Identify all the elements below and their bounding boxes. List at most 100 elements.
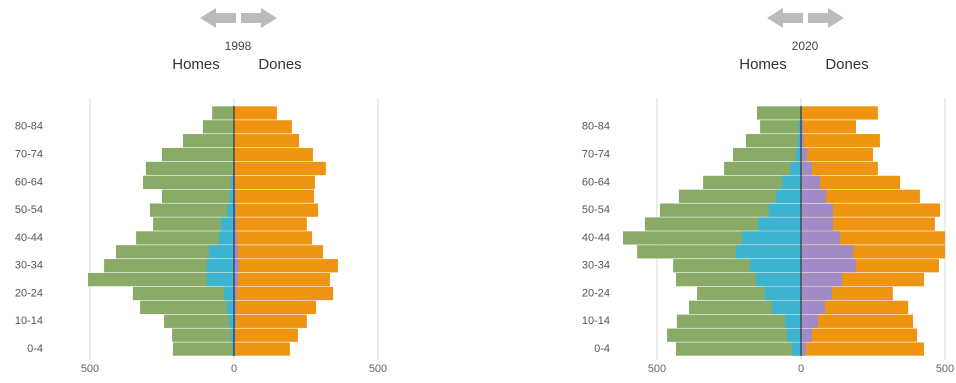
bar [234,315,307,328]
bar [782,176,801,189]
bar [757,106,801,119]
y-tick-label: 20-24 [582,287,610,299]
y-tick-label: 0-4 [27,343,43,355]
bar [801,273,842,286]
bar [133,287,234,300]
bar [724,162,801,175]
bar [234,204,318,217]
bar [758,217,801,230]
bar [183,134,234,147]
bar [790,162,801,175]
bar [207,273,234,286]
x-tick-label: 500 [81,363,99,375]
bar [785,315,801,328]
bar [234,273,330,286]
bar [227,301,234,314]
legend-label: Dones [258,56,301,73]
y-tick-label: 40-44 [582,232,610,244]
bar [801,204,833,217]
bar [769,204,801,217]
bar [227,204,234,217]
y-tick-label: 50-54 [15,204,43,216]
bar [676,342,801,355]
prev-arrow[interactable] [767,8,803,28]
bar [801,190,826,203]
bar [234,120,292,133]
bar [143,176,234,189]
bar [221,217,234,230]
bar [801,162,812,175]
bar [234,162,326,175]
bar [736,245,801,258]
chart-title: 2020 [792,39,819,53]
bar [750,259,801,272]
bar [801,342,806,355]
y-tick-label: 70-74 [582,149,610,161]
bar [801,231,840,244]
bar [209,245,234,258]
bar [150,204,234,217]
bar [234,301,316,314]
bar [801,342,924,355]
bar [234,245,323,258]
bar [224,287,234,300]
y-tick-label: 50-54 [582,204,610,216]
bar [230,190,234,203]
nav-arrows[interactable] [767,8,844,28]
legend-label: Homes [172,56,220,73]
x-tick-label: 500 [369,363,387,375]
bar [801,162,878,175]
y-tick-label: 60-64 [15,176,43,188]
bar [173,342,234,355]
bar [667,329,801,342]
bar [234,134,299,147]
bar [801,315,818,328]
bar [162,190,234,203]
prev-arrow[interactable] [200,8,236,28]
bar [234,106,277,119]
bar [219,231,234,244]
x-tick-label: 500 [648,363,666,375]
y-tick-label: 70-74 [15,149,43,161]
nav-arrows[interactable] [200,8,277,28]
bar [234,245,238,258]
bar [801,329,812,342]
bar [765,287,801,300]
chart-title: 1998 [225,39,252,53]
next-arrow[interactable] [808,8,844,28]
bar [212,106,234,119]
bar [234,190,314,203]
y-tick-label: 60-64 [582,176,610,188]
bar [164,315,234,328]
bar [801,329,917,342]
bar [234,148,313,161]
bar [801,301,825,314]
bar [140,301,234,314]
y-tick-label: 30-34 [15,260,43,272]
bar [203,120,234,133]
y-tick-label: 80-84 [582,121,610,133]
x-tick-label: 0 [231,363,237,375]
bar [146,162,234,175]
x-tick-label: 0 [798,363,804,375]
next-arrow[interactable] [241,8,277,28]
legend-label: Dones [825,56,868,73]
y-tick-label: 30-34 [582,260,610,272]
y-tick-label: 10-14 [582,315,610,327]
x-tick-label: 500 [936,363,954,375]
bar [801,134,880,147]
bar [801,148,873,161]
bar [234,329,298,342]
bar [742,231,801,244]
bar [234,287,333,300]
bar [677,315,801,328]
bar [796,148,801,161]
bar [772,301,801,314]
bar [792,342,801,355]
bar [756,273,801,286]
bar [801,245,853,258]
bar [172,329,234,342]
y-tick-label: 80-84 [15,121,43,133]
bar [234,259,338,272]
